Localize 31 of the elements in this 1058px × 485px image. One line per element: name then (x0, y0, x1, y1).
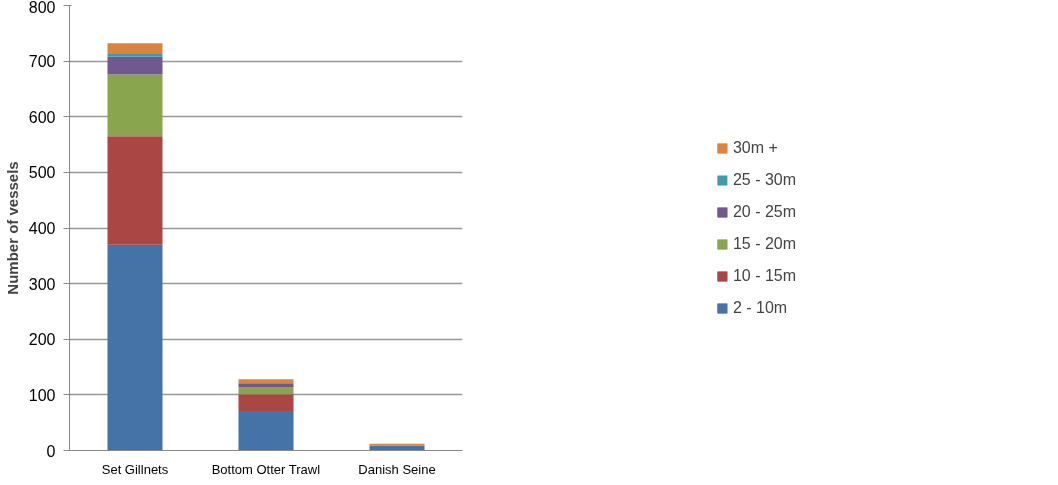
legend-label: 2 - 10m (732, 298, 788, 317)
y-axis-title: Number of vessels (3, 161, 21, 295)
y-tick-label: 100 (28, 386, 56, 404)
legend-label: 25 - 30m (732, 170, 797, 189)
bar (107, 136, 163, 245)
y-tick-label: 400 (28, 220, 56, 237)
legend-label: 15 - 20m (732, 234, 797, 253)
bar (238, 411, 294, 451)
legend-label: 30m + (732, 138, 778, 157)
legend-label: 20 - 25m (732, 202, 797, 221)
bar (107, 53, 163, 57)
y-tick-label: 600 (28, 108, 56, 126)
y-tick-label: 300 (28, 275, 56, 293)
bar (369, 446, 425, 451)
bar (107, 244, 163, 451)
y-tick-label: 800 (28, 0, 56, 16)
x-tick-label: Danish Seine (358, 461, 436, 477)
bar (238, 379, 294, 384)
bar (238, 394, 294, 412)
x-tick-label: Set Gillnets (101, 461, 169, 477)
bar (238, 387, 294, 395)
y-tick-label: 0 (46, 442, 56, 460)
y-tick-label: 700 (28, 53, 56, 71)
bar (238, 383, 294, 388)
y-tick-label: 200 (28, 331, 56, 349)
bar (107, 43, 163, 54)
x-tick-label: Bottom Otter Trawl (211, 461, 321, 477)
legend-label: 10 - 15m (732, 266, 797, 285)
bar (107, 74, 163, 137)
y-tick-label: 500 (28, 164, 56, 182)
bar (107, 56, 163, 75)
